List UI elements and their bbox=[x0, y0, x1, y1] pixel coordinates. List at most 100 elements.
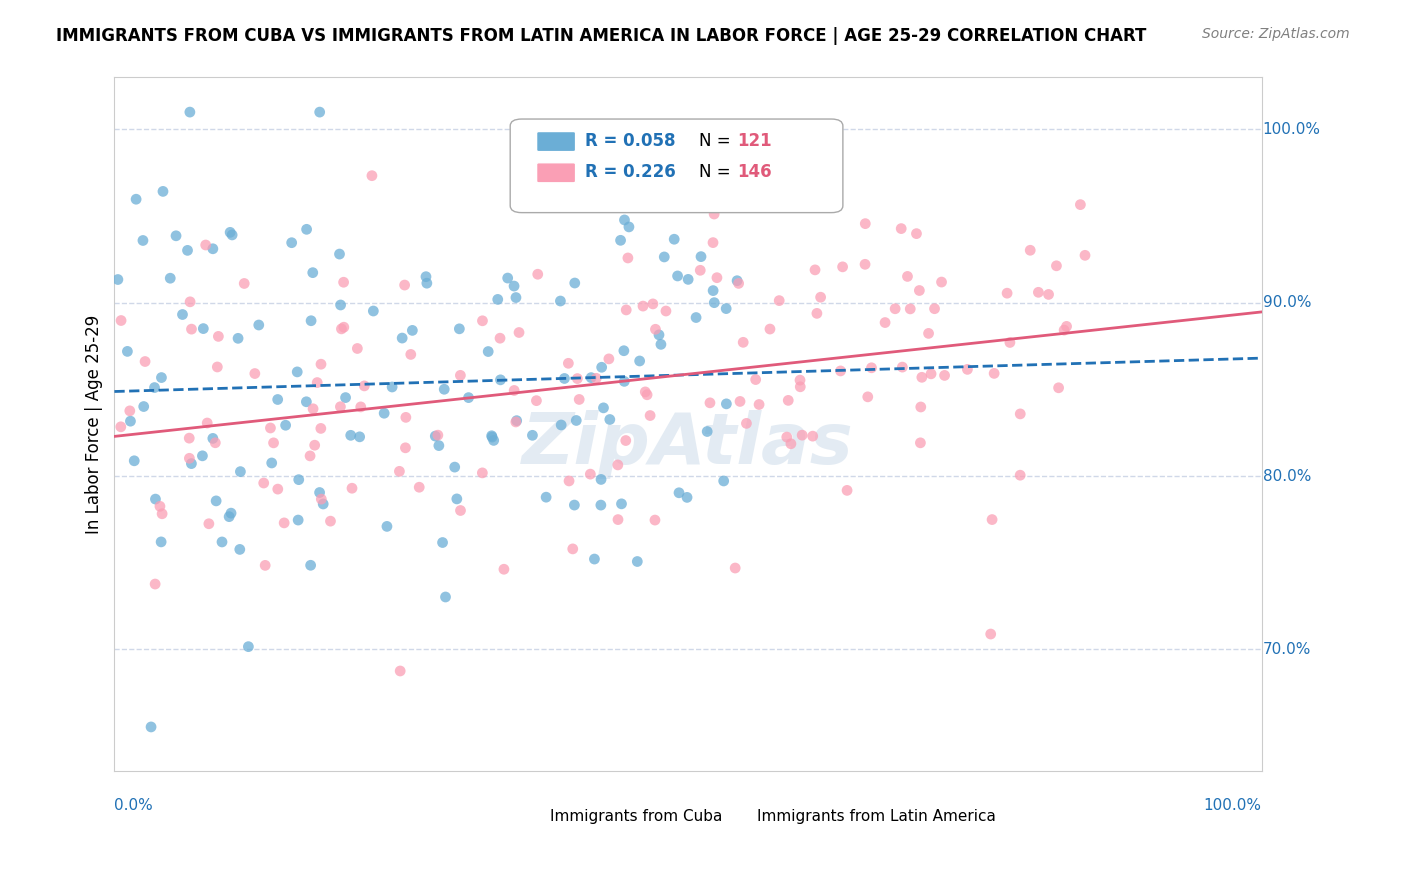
Point bbox=[644, 322, 666, 336]
Point bbox=[401, 323, 423, 337]
Point bbox=[333, 320, 356, 334]
Point bbox=[735, 417, 758, 431]
Point bbox=[207, 359, 229, 374]
Point bbox=[308, 105, 330, 120]
Point bbox=[450, 503, 472, 517]
Point bbox=[482, 434, 505, 448]
Point bbox=[118, 404, 141, 418]
Point bbox=[150, 535, 173, 549]
Point bbox=[273, 516, 295, 530]
Point bbox=[1028, 285, 1050, 300]
Point bbox=[302, 401, 325, 416]
Text: ZipAtlas: ZipAtlas bbox=[522, 410, 853, 479]
Point bbox=[727, 277, 749, 291]
Point bbox=[110, 419, 132, 434]
Point bbox=[481, 429, 503, 443]
Point bbox=[1074, 248, 1097, 262]
Point bbox=[706, 270, 728, 285]
FancyBboxPatch shape bbox=[508, 804, 541, 821]
Point bbox=[433, 382, 456, 396]
Point bbox=[332, 275, 354, 289]
Text: N =: N = bbox=[699, 132, 737, 150]
Point bbox=[299, 449, 322, 463]
Point bbox=[610, 497, 633, 511]
Point bbox=[503, 279, 526, 293]
Point bbox=[330, 322, 353, 336]
Point bbox=[579, 467, 602, 482]
Point bbox=[981, 512, 1004, 526]
Point bbox=[391, 331, 413, 345]
Point bbox=[274, 418, 297, 433]
Point bbox=[319, 514, 342, 528]
Point bbox=[860, 360, 883, 375]
Point bbox=[801, 429, 824, 443]
Point bbox=[526, 393, 548, 408]
Point bbox=[260, 456, 283, 470]
Point bbox=[613, 375, 636, 389]
Point bbox=[579, 370, 602, 384]
Point bbox=[567, 371, 589, 385]
Point bbox=[585, 371, 607, 385]
Point bbox=[666, 268, 689, 283]
Point bbox=[329, 298, 352, 312]
Point bbox=[776, 430, 799, 444]
Point bbox=[609, 233, 631, 247]
Text: Source: ZipAtlas.com: Source: ZipAtlas.com bbox=[1202, 27, 1350, 41]
Point bbox=[247, 318, 270, 332]
Point bbox=[299, 314, 322, 328]
Point bbox=[589, 498, 612, 512]
Point bbox=[328, 247, 350, 261]
Point bbox=[664, 232, 686, 246]
Point bbox=[218, 509, 240, 524]
Point bbox=[1010, 407, 1032, 421]
Point bbox=[911, 370, 934, 384]
Point bbox=[471, 314, 494, 328]
Point bbox=[361, 169, 384, 183]
Text: N =: N = bbox=[699, 163, 737, 181]
Point bbox=[503, 384, 526, 398]
Text: 100.0%: 100.0% bbox=[1204, 798, 1261, 814]
Point bbox=[804, 263, 827, 277]
Point bbox=[219, 506, 242, 520]
Point bbox=[896, 269, 918, 284]
Point bbox=[910, 435, 932, 450]
Point bbox=[179, 105, 201, 120]
Point bbox=[1019, 244, 1042, 258]
Point bbox=[550, 293, 572, 308]
Point bbox=[375, 519, 398, 533]
Point bbox=[125, 192, 148, 206]
Point bbox=[910, 400, 932, 414]
Point bbox=[505, 291, 527, 305]
Point bbox=[703, 295, 725, 310]
Point bbox=[346, 342, 368, 356]
Point bbox=[172, 308, 194, 322]
Point bbox=[676, 491, 699, 505]
Point bbox=[613, 213, 636, 227]
Point bbox=[207, 329, 229, 343]
Point bbox=[122, 454, 145, 468]
Point bbox=[132, 400, 155, 414]
Point bbox=[534, 490, 557, 504]
Point bbox=[778, 393, 800, 408]
Point bbox=[591, 360, 613, 375]
Point bbox=[908, 284, 931, 298]
Point bbox=[150, 507, 173, 521]
Point bbox=[254, 558, 277, 573]
Point bbox=[561, 541, 583, 556]
Point bbox=[301, 266, 323, 280]
Text: R = 0.226: R = 0.226 bbox=[585, 163, 675, 181]
Point bbox=[486, 293, 509, 307]
Point bbox=[394, 441, 416, 455]
Point bbox=[617, 219, 640, 234]
Point bbox=[835, 483, 858, 498]
Point bbox=[553, 371, 575, 385]
Point bbox=[853, 217, 876, 231]
Point bbox=[308, 485, 330, 500]
Point bbox=[243, 367, 266, 381]
Point bbox=[898, 301, 921, 316]
Point bbox=[149, 500, 172, 514]
Point bbox=[1053, 323, 1076, 337]
Point bbox=[481, 430, 503, 444]
Point bbox=[725, 274, 748, 288]
Point bbox=[744, 373, 766, 387]
